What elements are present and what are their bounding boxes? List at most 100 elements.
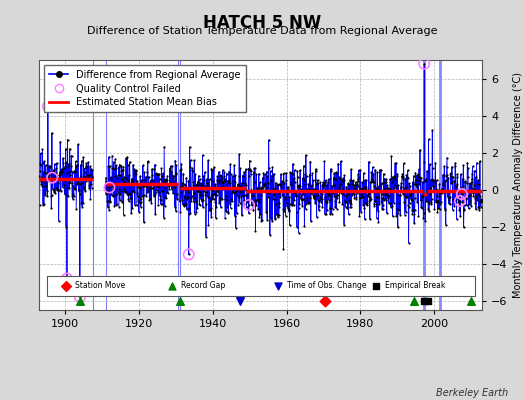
Point — [432, 177, 441, 184]
Point — [367, 176, 376, 183]
Point — [45, 178, 53, 184]
Point — [143, 168, 151, 175]
Point — [408, 210, 417, 217]
Point — [220, 172, 228, 179]
Point — [266, 168, 275, 174]
Point — [116, 196, 124, 203]
Point — [273, 182, 281, 188]
Point — [441, 177, 450, 184]
Point — [305, 199, 313, 205]
Point — [167, 182, 176, 188]
Point — [192, 188, 201, 194]
Point — [394, 207, 402, 214]
Point — [330, 170, 339, 176]
Point — [282, 200, 291, 207]
Point — [420, 178, 429, 184]
Point — [117, 163, 125, 169]
Point — [333, 195, 342, 202]
Point — [224, 178, 232, 185]
Point — [259, 170, 268, 176]
Point — [64, 160, 73, 167]
Point — [156, 181, 165, 187]
Point — [433, 187, 441, 194]
Point — [150, 193, 158, 199]
Point — [151, 162, 159, 168]
Point — [242, 166, 250, 172]
Point — [215, 177, 224, 183]
Point — [75, 298, 84, 304]
Point — [75, 294, 84, 300]
Point — [35, 172, 43, 179]
Point — [291, 193, 300, 200]
Point — [310, 195, 319, 202]
Point — [315, 203, 323, 210]
Point — [133, 202, 141, 209]
Point — [346, 204, 355, 210]
Point — [241, 182, 249, 188]
Point — [294, 184, 302, 190]
Point — [76, 191, 84, 197]
Point — [204, 184, 213, 190]
Point — [366, 194, 374, 200]
Point — [222, 208, 231, 214]
Point — [409, 206, 418, 213]
Point — [312, 168, 320, 174]
Point — [234, 194, 243, 200]
Point — [75, 186, 83, 192]
Point — [343, 186, 351, 192]
Point — [438, 190, 446, 196]
Point — [48, 130, 56, 136]
Point — [314, 191, 322, 198]
Point — [146, 196, 155, 202]
Point — [186, 210, 194, 216]
Point — [304, 180, 312, 187]
Point — [47, 192, 55, 199]
Point — [187, 157, 195, 163]
Point — [274, 214, 282, 220]
Point — [45, 175, 53, 181]
Point — [386, 189, 394, 196]
Point — [149, 180, 158, 186]
Point — [434, 204, 443, 211]
Point — [244, 196, 252, 202]
Point — [209, 186, 217, 193]
Point — [470, 182, 478, 188]
Point — [468, 190, 477, 196]
Point — [165, 181, 173, 187]
Point — [348, 178, 357, 184]
Point — [316, 196, 325, 202]
Point — [428, 196, 436, 202]
Point — [163, 190, 172, 196]
Point — [207, 214, 215, 220]
Point — [217, 177, 225, 183]
Point — [449, 196, 457, 202]
Point — [461, 178, 470, 185]
Point — [322, 177, 330, 184]
Point — [311, 186, 319, 192]
Point — [247, 188, 255, 195]
Point — [454, 199, 463, 205]
Point — [413, 172, 421, 178]
Point — [158, 188, 167, 194]
Point — [261, 188, 270, 194]
Point — [110, 203, 118, 210]
Point — [142, 173, 150, 180]
Point — [37, 178, 46, 184]
Point — [411, 170, 420, 176]
Point — [464, 188, 473, 194]
Point — [283, 184, 292, 190]
Point — [306, 158, 314, 165]
Point — [132, 167, 140, 174]
Point — [422, 176, 431, 182]
Point — [73, 162, 81, 168]
Point — [231, 212, 239, 219]
Point — [55, 172, 63, 179]
Point — [41, 192, 49, 198]
Point — [225, 168, 233, 175]
Point — [329, 205, 337, 212]
Point — [377, 180, 386, 187]
Point — [165, 185, 173, 192]
Point — [372, 201, 380, 208]
Point — [210, 164, 218, 171]
Point — [458, 176, 467, 182]
